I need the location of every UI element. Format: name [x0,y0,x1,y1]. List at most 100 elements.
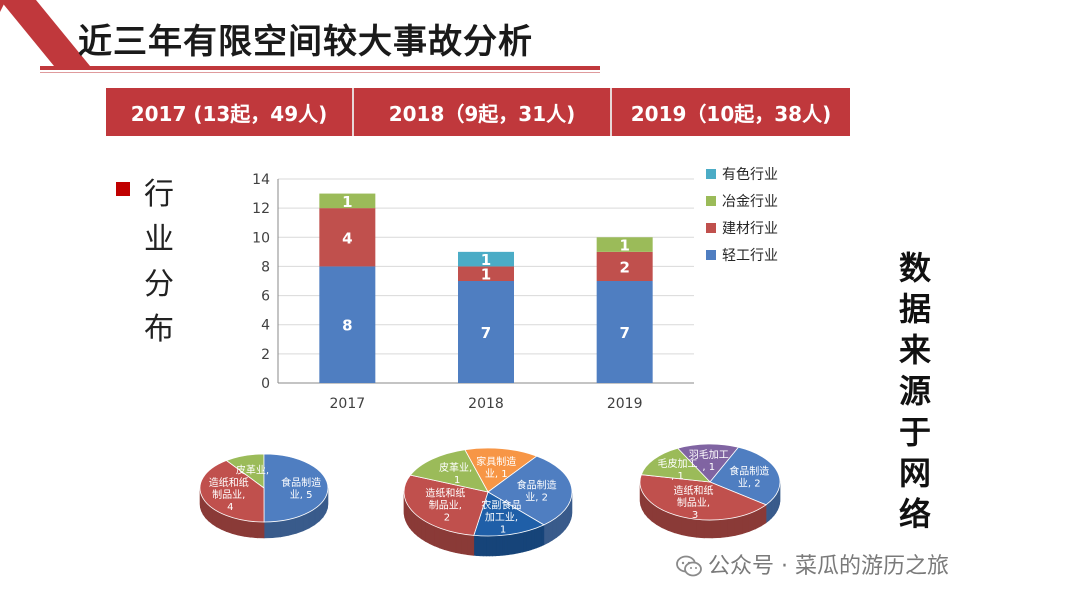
pie-slice-label: 食品制造业, 2 [517,479,557,504]
title-underline-thin [40,72,600,73]
y-tick-label: 2 [261,347,270,363]
legend-entry: 有色行业 [722,166,778,183]
pie-slice [639,474,767,521]
pie-slice-label: 食品制造业, 5 [281,476,321,501]
pie-slice [676,443,740,483]
legend-swatch [706,169,716,179]
bar-data-label: 1 [481,266,491,284]
legend-swatch [706,250,716,260]
pie-side-2018 [504,534,509,556]
legend-swatch [706,223,716,233]
pie-slice-label: 农副食品加工业, 1 [481,499,521,536]
bar-data-label: 1 [342,193,352,211]
pie-side-2019 [734,515,743,536]
title-corner-decoration [0,0,90,66]
pie-slice-label: 毛皮加工, 1 [658,457,698,482]
pie-side-2018 [467,534,475,556]
pie-side-2018 [548,519,553,544]
pie-slice-label: 造纸和纸制品业, 2 [425,486,465,523]
pie-side-2019 [719,518,728,538]
pie-side-2017 [216,510,222,530]
pie-side-2019 [768,499,772,522]
bar-data-label: 1 [481,251,491,269]
y-tick-label: 10 [252,230,270,246]
pie-side-2018 [439,527,445,551]
x-tick-label: 2017 [330,396,366,412]
pie-slice [263,453,329,523]
legend-entry: 冶金行业 [722,194,778,210]
pie-side-2018 [455,532,462,555]
pie-side-2018 [420,518,426,542]
page-title: 近三年有限空间较大事故分析 [78,22,533,62]
pie-side-2017 [250,520,258,539]
pie-side-2017 [220,512,227,532]
bar-data-label: 4 [342,229,352,247]
pie-side-2018 [486,535,490,557]
pie-side-2019 [661,509,669,531]
pie-slice [464,447,538,493]
pie-side-2018 [522,530,527,553]
pie-slice [487,455,573,526]
y-tick-label: 12 [252,201,270,217]
pie-side-2019 [748,510,756,532]
pie-side-2018 [533,527,537,550]
pie-side-2018 [492,535,497,557]
pie-side-2019 [696,518,705,539]
pie-side-2018 [565,504,569,530]
pie-side-2019 [667,511,675,534]
pie-side-2017 [243,519,252,538]
pie-side-2019 [711,519,721,539]
pie-slice [403,474,489,536]
bar-segment [596,251,653,281]
pie-side-2018 [482,535,487,557]
pie-side-2018 [538,525,542,548]
pie-slice-label: 家具制造业, 1 [476,455,516,480]
bar-segment [319,266,376,383]
pie-side-2018 [507,533,512,556]
y-tick-label: 4 [261,318,270,334]
pie-side-2017 [272,520,281,539]
bar-data-label: 7 [481,324,491,342]
industry-bar-chart: 02468101214841201771120187212019有色行业冶金行业… [252,166,778,412]
pie-side-2018 [541,524,545,547]
pie-side-2018 [479,535,484,557]
bar-data-label: 2 [619,258,629,276]
pie-side-2018 [556,514,561,539]
pie-side-2018 [417,515,422,540]
bar-data-label: 8 [342,317,352,335]
pie-side-2018 [501,534,506,556]
pie-side-2017 [288,517,297,536]
bar-segment [458,266,514,281]
pie-side-2018 [498,535,503,556]
y-tick-label: 8 [261,259,270,275]
pie-side-2018 [414,512,418,537]
pie-side-2017 [237,518,245,537]
pie-side-2019 [727,517,736,538]
year-cell-2019: 2019（10起，38人) [612,88,850,136]
pie-side-2018 [513,532,518,555]
square-bullet-icon [116,182,130,196]
watermark-text: 公众号 · 菜瓜的游历之旅 [708,554,949,579]
pie-side-2018 [449,530,457,554]
pie-side-2017 [231,517,239,536]
x-tick-label: 2018 [468,396,504,412]
legend-entry: 轻工行业 [722,248,778,264]
pie-side-2018 [476,535,481,557]
bar-segment [596,281,653,383]
pie-side-2018 [424,520,430,545]
bar-data-label: 7 [619,324,629,342]
pie-side-2017 [263,521,273,539]
pie-side-2017 [280,519,289,538]
pie-side-2018 [536,526,540,549]
pie-side-2019 [771,496,775,519]
pie-side-2018 [510,533,515,555]
pie-side-2018 [516,532,521,554]
pie-side-2018 [408,506,412,532]
pie-slice [199,460,265,523]
year-cell-2018: 2018（9起，31人) [354,88,612,136]
bar-segment [458,281,514,383]
legend-swatch [706,196,716,206]
pie-side-2018 [411,509,415,534]
